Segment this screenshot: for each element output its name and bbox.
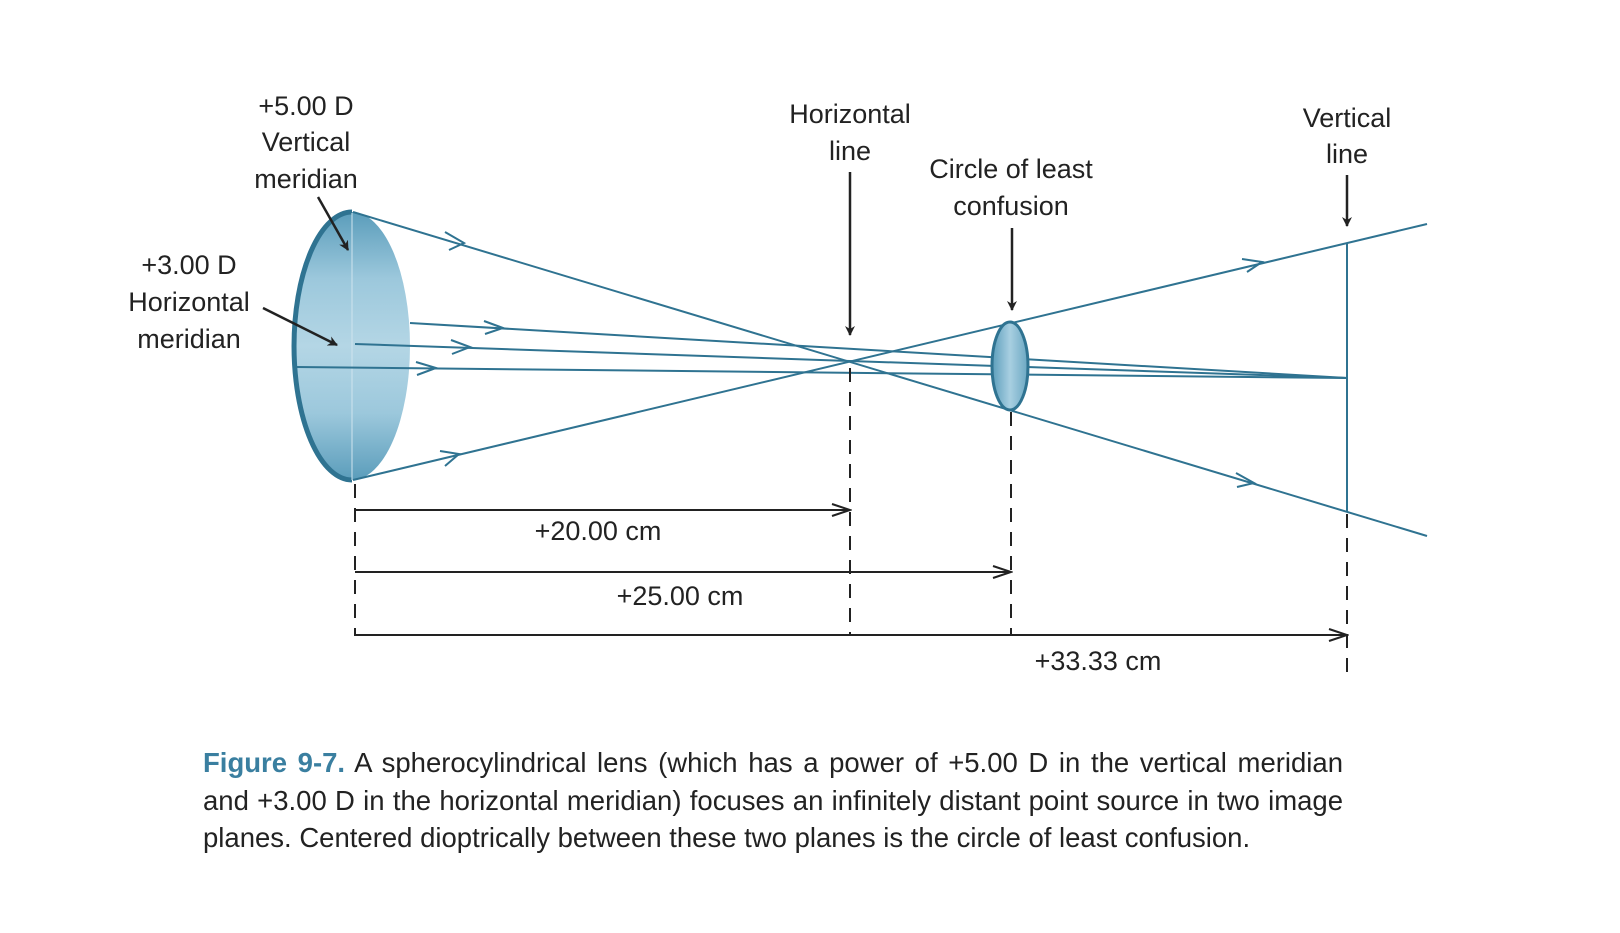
svg-text:line: line xyxy=(829,136,871,166)
distance-label-circle: +25.00 cm xyxy=(617,581,744,611)
horizontal-meridian-label: +3.00 D Horizontal meridian xyxy=(128,250,250,354)
svg-text:meridian: meridian xyxy=(137,324,241,354)
spherocylindrical-lens xyxy=(291,209,410,483)
vertical-line-label: Vertical line xyxy=(1303,103,1392,169)
circle-of-least-confusion-label: Circle of least confusion xyxy=(929,154,1093,221)
svg-text:Vertical: Vertical xyxy=(262,127,351,157)
caption-text: A spherocylindrical lens (which has a po… xyxy=(203,747,1343,853)
dimension-arrows xyxy=(355,510,1347,635)
figure-label: Figure 9-7. xyxy=(203,747,346,778)
svg-text:+3.00 D: +3.00 D xyxy=(141,250,236,280)
distance-label-horizontal-line: +20.00 cm xyxy=(535,516,662,546)
vertical-meridian-label: +5.00 D Vertical meridian xyxy=(254,91,358,194)
light-rays xyxy=(295,211,1428,537)
svg-text:Horizontal: Horizontal xyxy=(789,99,911,129)
svg-text:Horizontal: Horizontal xyxy=(128,287,250,317)
svg-text:Vertical: Vertical xyxy=(1303,103,1392,133)
svg-text:+5.00 D: +5.00 D xyxy=(258,91,353,121)
ray-arrowheads xyxy=(415,231,1265,488)
circle-of-least-confusion xyxy=(990,320,1030,412)
svg-text:meridian: meridian xyxy=(254,164,358,194)
label-pointers xyxy=(262,172,1352,347)
horizontal-line-label: Horizontal line xyxy=(789,99,911,166)
distance-label-vertical-line: +33.33 cm xyxy=(1035,646,1162,676)
svg-text:Circle of least: Circle of least xyxy=(929,154,1093,184)
svg-text:line: line xyxy=(1326,139,1368,169)
svg-text:confusion: confusion xyxy=(953,191,1069,221)
figure-caption: Figure 9-7. A spherocylindrical lens (wh… xyxy=(203,744,1343,857)
